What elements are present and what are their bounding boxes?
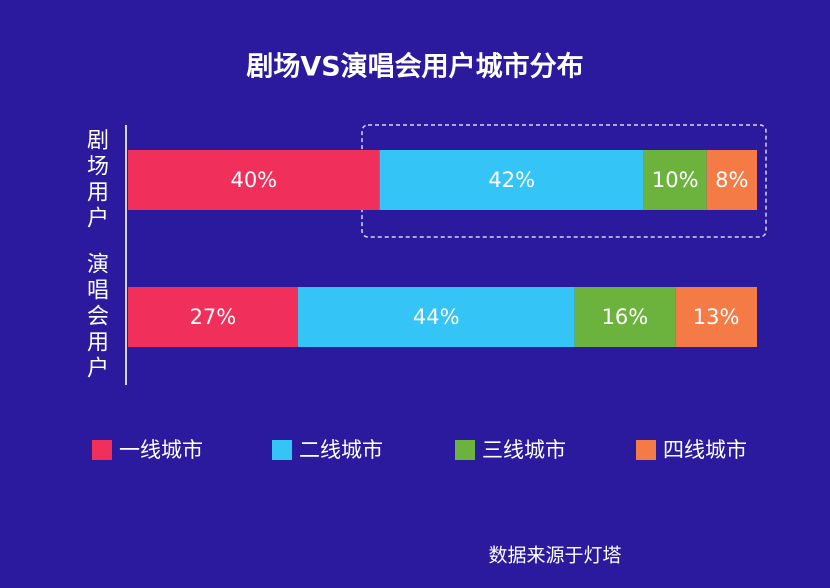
legend-swatch	[272, 440, 292, 460]
bar-segment	[128, 150, 380, 210]
legend-label: 二线城市	[299, 438, 383, 462]
chart-title: 剧场VS演唱会用户城市分布	[246, 51, 583, 83]
value-label: 13%	[693, 305, 740, 329]
bar-segment	[379, 150, 644, 210]
legend-swatch	[92, 440, 112, 460]
bar-segment	[574, 287, 676, 347]
bar-segment	[128, 287, 298, 347]
value-label: 40%	[230, 168, 277, 192]
legend-swatch	[455, 440, 475, 460]
value-label: 27%	[190, 305, 237, 329]
bar-segment	[643, 150, 707, 210]
value-label: 8%	[715, 168, 748, 192]
legend-swatch	[636, 440, 656, 460]
value-label: 10%	[652, 168, 699, 192]
bar-segment	[706, 150, 757, 210]
value-label: 42%	[488, 168, 535, 192]
bar-segment	[675, 287, 757, 347]
legend-label: 四线城市	[663, 438, 747, 462]
value-label: 16%	[602, 305, 649, 329]
legend-label: 三线城市	[482, 438, 566, 462]
value-label: 44%	[413, 305, 460, 329]
legend-label: 一线城市	[119, 438, 203, 462]
source-note: 数据来源于灯塔	[488, 545, 621, 567]
bar-segment	[297, 287, 575, 347]
category-label: 演唱会用户	[83, 252, 109, 382]
category-label: 剧场用户	[83, 128, 109, 232]
